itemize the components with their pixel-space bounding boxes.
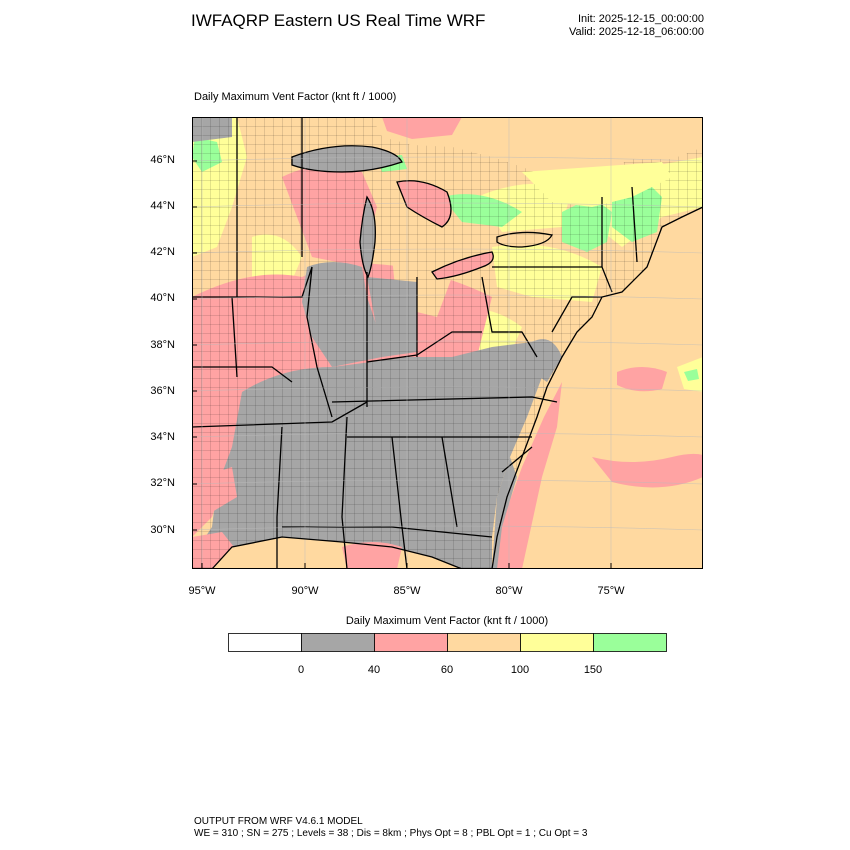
- lat-label-32: 32°N: [150, 477, 175, 489]
- vent-factor-map: [192, 117, 703, 569]
- lon-label-85: 85°W: [393, 585, 421, 597]
- colorbar-swatch: [301, 633, 375, 652]
- colorbar-label-150: 150: [583, 664, 603, 676]
- footer-line-1: OUTPUT FROM WRF V4.6.1 MODEL: [194, 816, 363, 827]
- plot-title: IWFAQRP Eastern US Real Time WRF: [191, 11, 486, 30]
- map-frame: [192, 117, 703, 569]
- lat-label-34: 34°N: [150, 431, 175, 443]
- lat-label-44: 44°N: [150, 200, 175, 212]
- lat-label-30: 30°N: [150, 524, 175, 536]
- colorbar-title: Daily Maximum Vent Factor (knt ft / 1000…: [345, 615, 549, 627]
- model-footer: OUTPUT FROM WRF V4.6.1 MODEL WE = 310 ; …: [194, 816, 587, 840]
- colorbar-swatch: [447, 633, 521, 652]
- lon-label-75: 75°W: [597, 585, 625, 597]
- valid-time: Valid: 2025-12-18_06:00:00: [569, 26, 704, 38]
- colorbar-label-0: 0: [297, 664, 305, 676]
- colorbar-swatch: [374, 633, 448, 652]
- lat-label-42: 42°N: [150, 246, 175, 258]
- init-time: Init: 2025-12-15_00:00:00: [578, 13, 704, 25]
- colorbar-swatch: [520, 633, 594, 652]
- lon-label-95: 95°W: [188, 585, 216, 597]
- lon-label-80: 80°W: [495, 585, 523, 597]
- lat-label-40: 40°N: [150, 292, 175, 304]
- colorbar-swatch: [593, 633, 667, 652]
- map-subtitle: Daily Maximum Vent Factor (knt ft / 1000…: [194, 91, 397, 103]
- footer-line-2: WE = 310 ; SN = 275 ; Levels = 38 ; Dis …: [194, 828, 588, 839]
- lat-label-36: 36°N: [150, 385, 175, 397]
- lat-label-38: 38°N: [150, 339, 175, 351]
- colorbar-label-40: 40: [367, 664, 381, 676]
- lon-label-90: 90°W: [291, 585, 319, 597]
- timestamp-block: Init: 2025-12-15_00:00:00 Valid: 2025-12…: [569, 13, 704, 39]
- colorbar: [228, 633, 667, 652]
- lat-label-46: 46°N: [150, 154, 175, 166]
- colorbar-label-100: 100: [510, 664, 530, 676]
- colorbar-label-60: 60: [440, 664, 454, 676]
- colorbar-swatch: [228, 633, 302, 652]
